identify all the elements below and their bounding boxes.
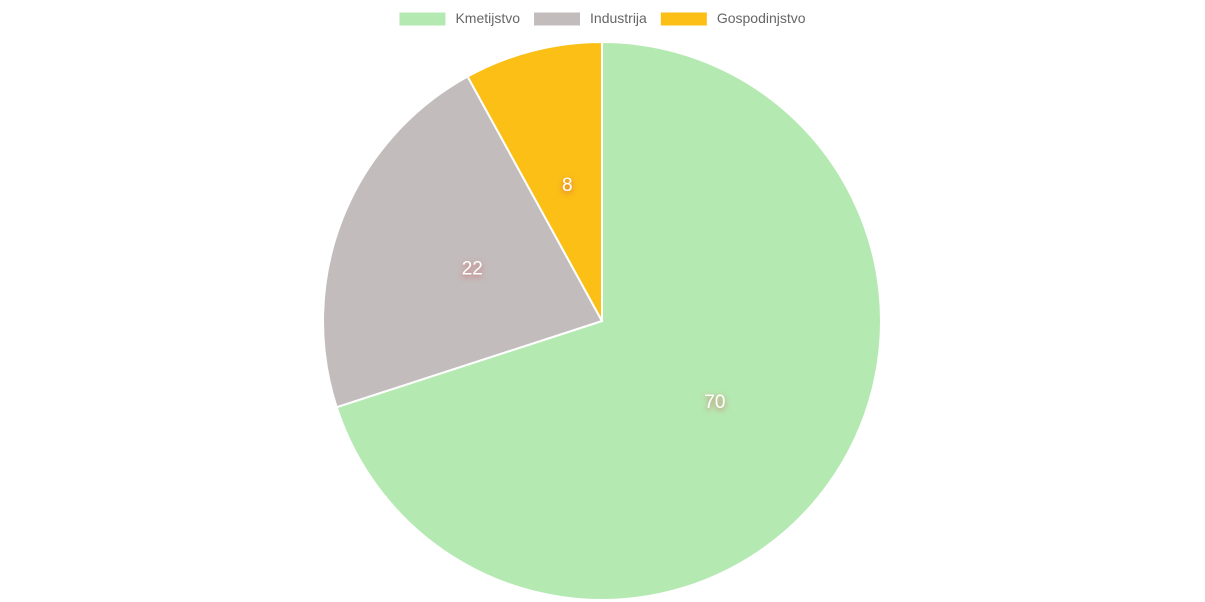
legend-swatch xyxy=(534,12,581,26)
legend-text: Gospodinjstvo xyxy=(717,10,806,26)
legend-swatch xyxy=(660,12,707,26)
pie-slice xyxy=(466,40,603,322)
pie-slice xyxy=(322,75,604,409)
legend-item: Kmetijstvo xyxy=(399,10,520,26)
pie xyxy=(322,40,882,601)
pie-slice xyxy=(335,40,882,601)
legend-text: Kmetijstvo xyxy=(455,10,520,26)
value-labels: 70 22 8 xyxy=(462,175,726,413)
legend: Kmetijstvo Industrija Gospodinjstvo xyxy=(399,10,806,26)
value-label: 70 xyxy=(704,392,725,413)
legend-item: Industrija xyxy=(534,10,647,26)
legend-swatch xyxy=(399,12,446,26)
legend-item: Gospodinjstvo xyxy=(660,10,806,26)
value-label: 8 xyxy=(562,175,573,196)
legend-text: Industrija xyxy=(590,10,647,26)
value-label: 22 xyxy=(462,259,483,280)
